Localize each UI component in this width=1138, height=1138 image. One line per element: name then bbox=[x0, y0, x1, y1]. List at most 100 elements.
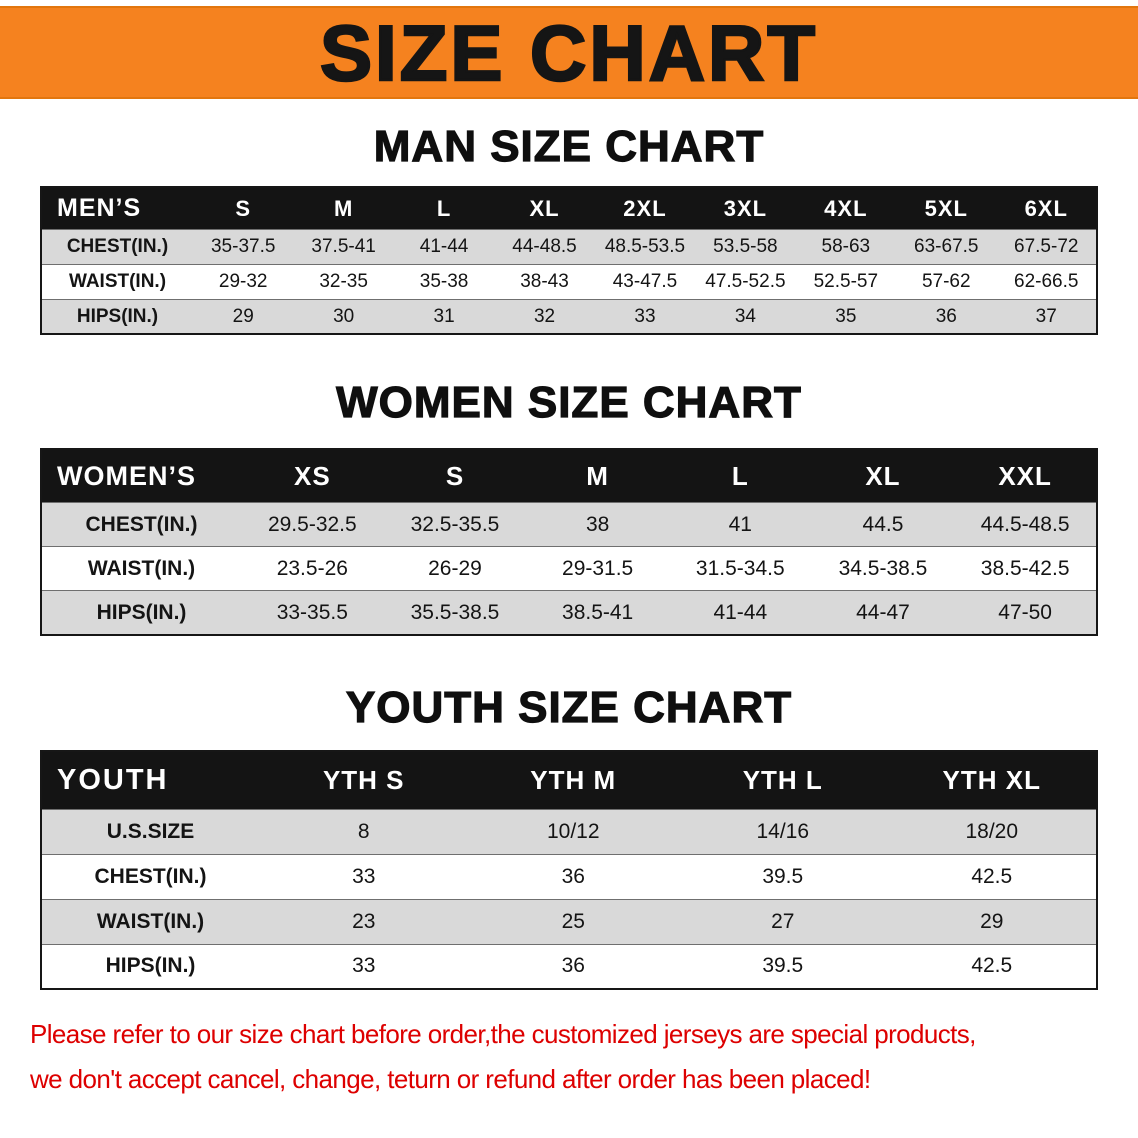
measurement-value: 38.5-42.5 bbox=[980, 556, 1070, 580]
measurement-label: CHEST(IN.) bbox=[85, 512, 198, 536]
measurement-value: 35.5-38.5 bbox=[410, 600, 500, 624]
men-chart-heading: MAN SIZE CHART bbox=[373, 121, 765, 171]
size-column-header: M bbox=[526, 448, 669, 503]
size-column-header: YTH S bbox=[259, 751, 469, 810]
size-column-header: L bbox=[393, 187, 495, 230]
size-column-header: XL bbox=[494, 187, 595, 230]
measurement-value: 33-35.5 bbox=[276, 600, 348, 624]
measurement-row: CHEST(IN.) 33 36 39.5 42.5 bbox=[41, 854, 1097, 900]
size-column-header: S bbox=[383, 448, 527, 503]
measurement-value: 29 bbox=[980, 909, 1004, 933]
measurement-label: HIPS(IN.) bbox=[96, 600, 187, 624]
measurement-value: 47.5-52.5 bbox=[705, 270, 786, 292]
measurement-value: 44-48.5 bbox=[512, 235, 577, 257]
size-column-header: 4XL bbox=[795, 187, 897, 230]
measurement-value: 57-62 bbox=[921, 270, 971, 292]
measurement-value: 29.5-32.5 bbox=[267, 512, 357, 536]
youth-chart-heading: YOUTH SIZE CHART bbox=[345, 682, 793, 732]
page-title: SIZE CHART bbox=[319, 8, 818, 97]
measurement-row: HIPS(IN.) 33 36 39.5 42.5 bbox=[41, 944, 1097, 990]
size-column-header: M bbox=[293, 187, 394, 230]
disclaimer-line-2: we don't accept cancel, change, teturn o… bbox=[30, 1064, 871, 1095]
measurement-label: CHEST(IN.) bbox=[94, 864, 207, 888]
measurement-value: 33 bbox=[352, 954, 376, 978]
size-column-header: 2XL bbox=[594, 187, 696, 230]
measurement-value: 35-38 bbox=[419, 270, 469, 292]
measurement-value: 44.5 bbox=[862, 512, 904, 536]
measurement-label: CHEST(IN.) bbox=[66, 235, 169, 257]
measurement-value: 31.5-34.5 bbox=[695, 556, 785, 580]
men-size-table: MEN’S S M L XL 2XL 3XL 4XL 5XL 6XL CHEST(IN.) 35-37… bbox=[40, 186, 1098, 336]
measurement-row: WAIST(IN.) 23 25 27 29 bbox=[41, 899, 1097, 945]
youth-size-table: YOUTH YTH S YTH M YTH L YTH XL U.S.SIZE 8 10/12… bbox=[40, 750, 1098, 991]
table-corner-label: WOMEN’S bbox=[41, 448, 241, 503]
measurement-value: 27 bbox=[771, 909, 795, 933]
measurement-value: 35 bbox=[835, 305, 857, 327]
measurement-value: 36 bbox=[935, 305, 957, 327]
measurement-value: 35-37.5 bbox=[210, 235, 276, 257]
size-chart-banner: SIZE CHART bbox=[0, 6, 1138, 99]
measurement-label: HIPS(IN.) bbox=[76, 305, 159, 327]
measurement-value: 52.5-57 bbox=[813, 270, 879, 292]
measurement-value: 30 bbox=[333, 305, 355, 327]
size-column-header: L bbox=[668, 448, 812, 503]
measurement-value: 38 bbox=[585, 512, 610, 536]
size-column-header: S bbox=[193, 187, 294, 230]
measurement-value: 8 bbox=[357, 819, 370, 843]
measurement-value: 62-66.5 bbox=[1014, 270, 1079, 292]
size-column-header: XXL bbox=[954, 448, 1097, 503]
measurement-value: 38.5-41 bbox=[562, 600, 634, 624]
disclaimer-text: Please refer to our size chart before or… bbox=[30, 1012, 1108, 1102]
measurement-row: CHEST(IN.) 35-37.5 37.5-41 41-44 44-48.5 48.5… bbox=[41, 229, 1097, 265]
measurement-label: WAIST(IN.) bbox=[87, 556, 196, 580]
size-column-header: XL bbox=[811, 448, 955, 503]
measurement-value: 41-44 bbox=[419, 235, 469, 257]
measurement-label: U.S.SIZE bbox=[106, 819, 195, 843]
size-column-header: YTH L bbox=[678, 751, 888, 810]
measurement-value: 10/12 bbox=[546, 819, 600, 843]
measurement-value: 43-47.5 bbox=[612, 270, 678, 292]
size-column-header: 5XL bbox=[896, 187, 997, 230]
measurement-value: 14/16 bbox=[756, 819, 810, 843]
measurement-value: 39.5 bbox=[762, 954, 804, 978]
measurement-value: 26-29 bbox=[428, 556, 482, 580]
measurement-value: 47-50 bbox=[998, 600, 1052, 624]
youth-size-section: YOUTH SIZE CHART YOUTH YTH S YTH M YTH L YTH… bbox=[0, 682, 1138, 991]
measurement-label: WAIST(IN.) bbox=[68, 270, 167, 292]
measurement-value: 48.5-53.5 bbox=[604, 235, 686, 257]
measurement-value: 42.5 bbox=[971, 864, 1013, 888]
women-chart-heading: WOMEN SIZE CHART bbox=[336, 378, 802, 428]
women-size-section: WOMEN SIZE CHART WOMEN’S XS S M L XL XXL CHEST(… bbox=[0, 378, 1138, 636]
disclaimer-line-1: Please refer to our size chart before or… bbox=[30, 1019, 976, 1050]
measurement-value: 33 bbox=[352, 864, 376, 888]
measurement-value: 36 bbox=[561, 954, 585, 978]
measurement-value: 44.5-48.5 bbox=[980, 512, 1070, 536]
measurement-row: WAIST(IN.) 29-32 32-35 35-38 38-43 43-47.5 47.… bbox=[41, 264, 1097, 300]
size-column-header: 6XL bbox=[996, 187, 1097, 230]
measurement-value: 36 bbox=[561, 864, 585, 888]
measurement-value: 67.5-72 bbox=[1014, 235, 1079, 257]
size-column-header: YTH M bbox=[468, 751, 678, 810]
size-table-header-row: YOUTH YTH S YTH M YTH L YTH XL bbox=[41, 751, 1097, 810]
size-column-header: YTH XL bbox=[887, 751, 1097, 810]
measurement-value: 53.5-58 bbox=[713, 235, 778, 257]
measurement-value: 58-63 bbox=[821, 235, 871, 257]
women-size-table: WOMEN’S XS S M L XL XXL CHEST(IN.) 29.5-32.5 32.5… bbox=[40, 447, 1098, 636]
measurement-value: 34.5-38.5 bbox=[838, 556, 928, 580]
measurement-value: 44-47 bbox=[856, 600, 910, 624]
size-table-header-row: WOMEN’S XS S M L XL XXL bbox=[41, 448, 1097, 503]
measurement-value: 38-43 bbox=[520, 270, 569, 292]
measurement-row: HIPS(IN.) 33-35.5 35.5-38.5 38.5-41 41-44 44-… bbox=[41, 590, 1097, 635]
size-column-header: 3XL bbox=[695, 187, 796, 230]
measurement-value: 32 bbox=[533, 305, 556, 327]
size-column-header: XS bbox=[241, 448, 384, 503]
measurement-value: 41-44 bbox=[713, 600, 768, 624]
measurement-value: 31 bbox=[433, 305, 455, 327]
measurement-label: HIPS(IN.) bbox=[105, 954, 196, 978]
measurement-value: 18/20 bbox=[965, 819, 1019, 843]
measurement-row: HIPS(IN.) 29 30 31 32 33 34 35 36 37 bbox=[41, 299, 1097, 335]
size-table-header-row: MEN’S S M L XL 2XL 3XL 4XL 5XL 6XL bbox=[41, 187, 1097, 230]
measurement-value: 29 bbox=[232, 305, 254, 327]
measurement-value: 33 bbox=[634, 305, 656, 327]
measurement-row: U.S.SIZE 8 10/12 14/16 18/20 bbox=[41, 809, 1097, 855]
